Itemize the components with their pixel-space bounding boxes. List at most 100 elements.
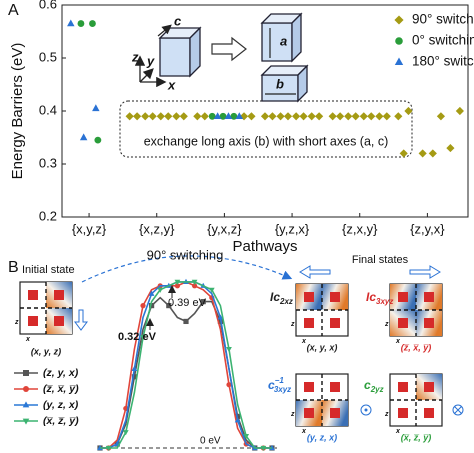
marker — [455, 106, 464, 116]
cell — [398, 318, 408, 328]
marker — [140, 335, 146, 341]
cube-label: b — [276, 76, 284, 91]
y-tick-label: 0.3 — [39, 155, 57, 170]
legend-label: (z̅, x̅, y̅) — [43, 383, 79, 395]
marker — [164, 112, 173, 121]
legend-label: (z, y, x) — [43, 367, 79, 379]
marker — [336, 112, 345, 121]
cell — [304, 382, 314, 392]
marker — [77, 20, 85, 27]
marker — [382, 112, 391, 121]
symmetry-label: Ic2xz — [270, 290, 293, 306]
cell — [330, 408, 340, 418]
marker — [344, 112, 353, 121]
y-axis-label: Energy Barriers (eV) — [9, 43, 26, 180]
x-tick-label: {y,x,z} — [207, 221, 242, 236]
symbol: c — [268, 378, 275, 392]
marker — [94, 136, 102, 144]
big-arrow — [211, 36, 247, 62]
marker — [131, 365, 138, 371]
box-axis: z — [384, 321, 389, 328]
marker — [375, 112, 384, 121]
marker — [292, 112, 301, 121]
cell — [28, 316, 38, 326]
coords: (z̅, x̅, y̅) — [401, 342, 432, 352]
axis-out — [360, 404, 372, 416]
panel-b: 90° switching 0.39 eV 0.32 eV 0 eV (z, y, x)… — [14, 247, 464, 452]
marker — [193, 112, 202, 121]
cell — [28, 290, 38, 300]
marker — [79, 133, 88, 141]
symmetry-label: c−1 3xyz — [268, 376, 291, 394]
marker — [22, 401, 30, 408]
y-tick-label: 0.5 — [39, 49, 57, 64]
marker — [315, 112, 324, 121]
x-tick-label: {z,y,x} — [410, 221, 445, 236]
marker — [394, 112, 403, 121]
x-tick-label: {x,y,z} — [72, 221, 107, 236]
cube-front — [261, 22, 293, 62]
axis-out-dot — [364, 408, 368, 412]
marker — [234, 417, 241, 423]
cell — [398, 382, 408, 392]
box-axis: x — [395, 338, 401, 345]
coords: (x, y, z) — [31, 346, 61, 356]
box-axis: z — [384, 411, 389, 418]
x-axis-label: Pathways — [232, 238, 297, 255]
y-tick-label: 0.6 — [39, 0, 57, 11]
marker — [399, 149, 408, 158]
y-tick-label: 0.2 — [39, 208, 57, 223]
cell — [330, 382, 340, 392]
cube-front — [159, 37, 191, 77]
panel-label: A — [8, 2, 19, 19]
coords: (x, y, x) — [307, 342, 338, 352]
superscript: −1 — [275, 376, 285, 385]
marker — [367, 112, 376, 121]
cube-side — [297, 64, 308, 103]
marker — [157, 287, 164, 293]
series-line — [100, 281, 272, 449]
panel-a: 0.2 0.3 0.4 0.5 0.6 {x,y,z} {x,z,y} {y,x,z} {y,z… — [9, 0, 474, 255]
cell — [304, 292, 314, 302]
marker — [226, 382, 232, 388]
cell — [424, 382, 434, 392]
marker — [260, 445, 267, 452]
switch-arc — [81, 255, 293, 283]
marker — [230, 112, 238, 120]
axis-in-cross — [454, 406, 462, 414]
cell — [398, 292, 408, 302]
cell — [424, 318, 434, 328]
marker — [148, 112, 157, 121]
box-axis: z — [290, 411, 295, 418]
marker — [208, 112, 216, 120]
marker — [260, 112, 270, 121]
panel-label: B — [8, 259, 19, 276]
annotation: 0.32 eV — [118, 331, 157, 343]
marker — [23, 370, 29, 376]
legend-label: 180° switching — [412, 54, 474, 69]
marker — [140, 303, 146, 309]
marker — [219, 112, 227, 120]
marker — [105, 445, 112, 452]
marker — [179, 112, 188, 121]
marker — [276, 112, 285, 121]
marker — [174, 283, 180, 289]
legend-label: (x̅, z̅, y̅) — [43, 415, 79, 427]
marker — [89, 20, 96, 27]
axis-label: x — [167, 77, 176, 92]
marker — [394, 15, 404, 25]
axis-label: z — [131, 49, 139, 64]
left-arrow — [299, 265, 331, 279]
marker — [394, 57, 404, 66]
symmetry-label: c2yz — [364, 378, 384, 394]
subscript: 3xyz — [376, 297, 393, 306]
cell — [304, 318, 314, 328]
box-axis: x — [25, 336, 31, 343]
symbol: Ic — [366, 290, 376, 304]
marker — [283, 112, 293, 121]
cell — [398, 408, 408, 418]
marker — [166, 303, 172, 309]
cell — [54, 290, 64, 300]
x-tick-label: {z,x,y} — [342, 221, 378, 236]
